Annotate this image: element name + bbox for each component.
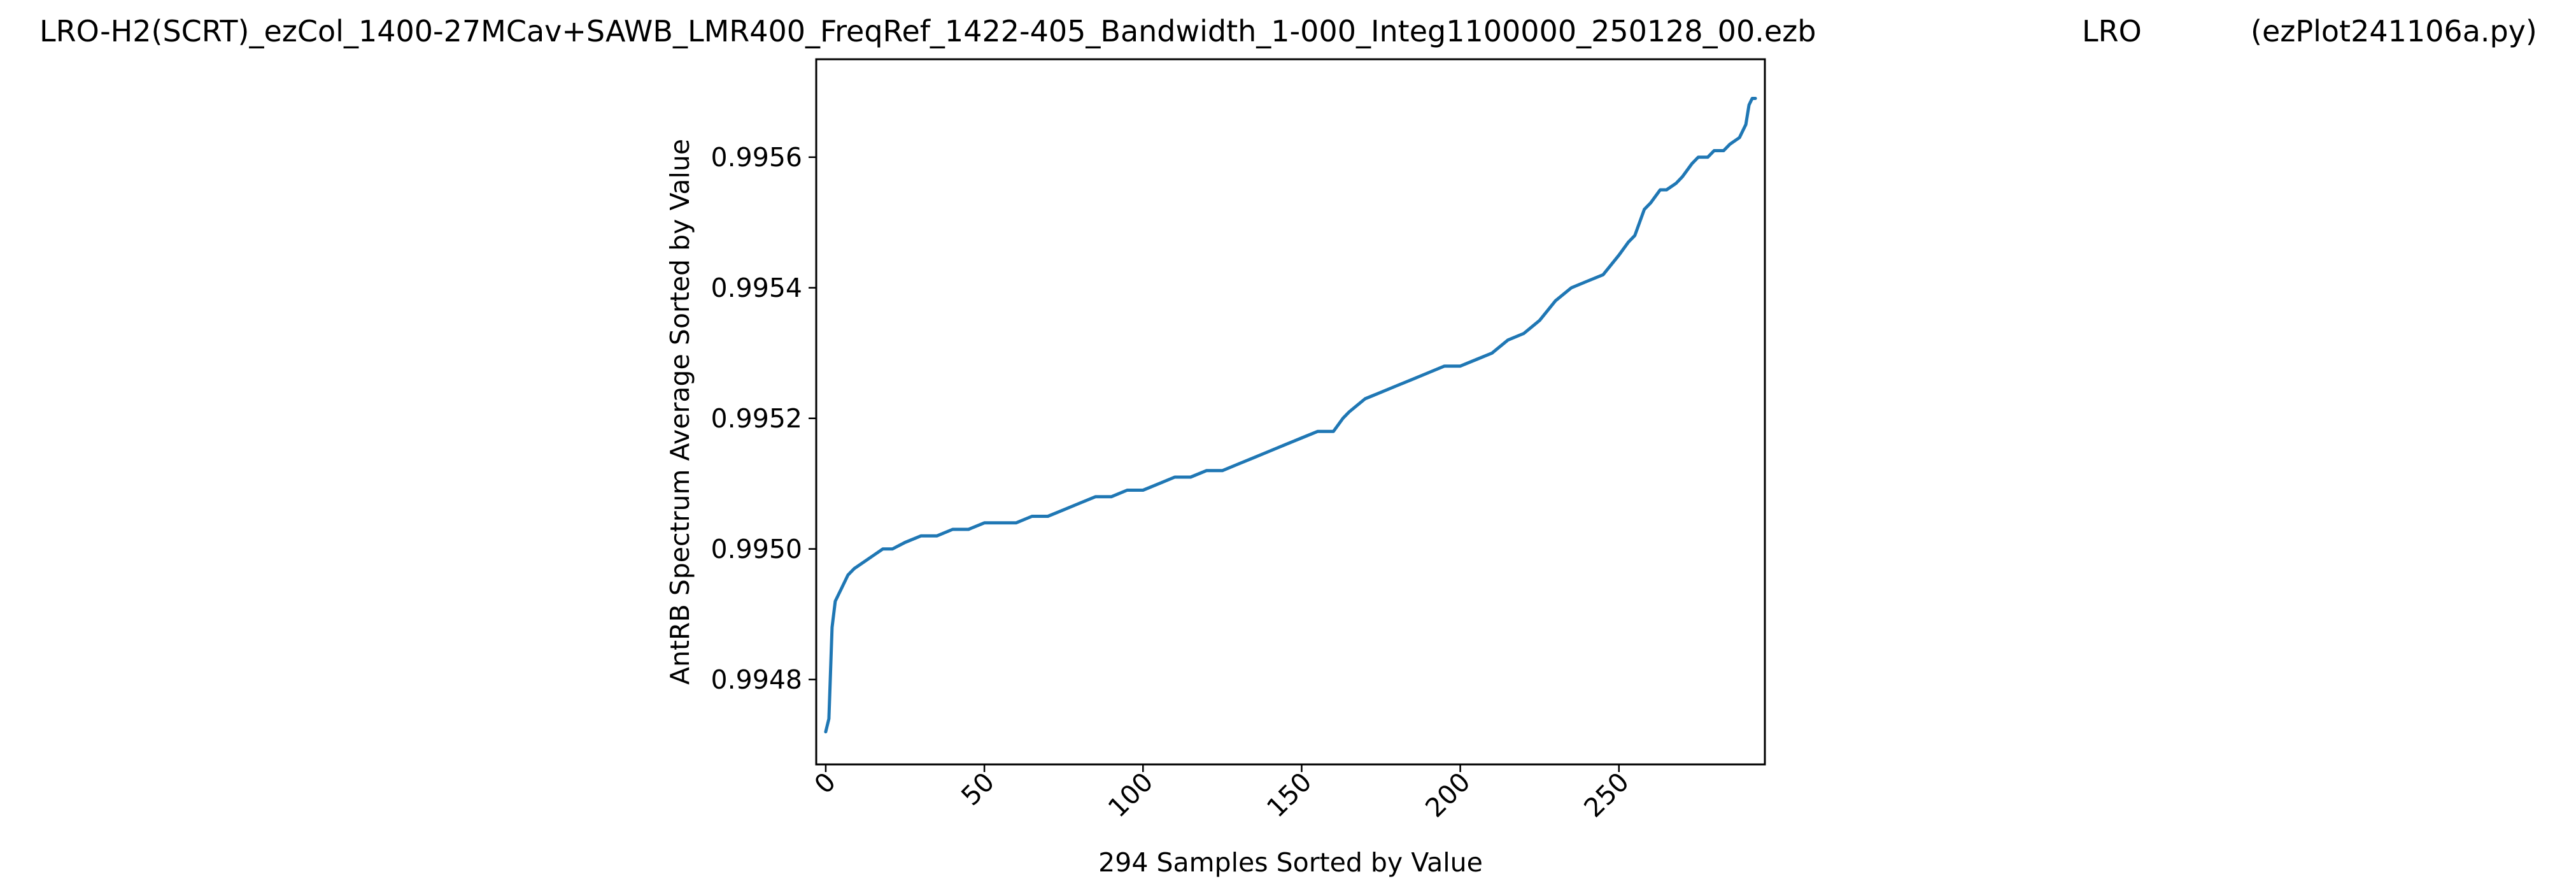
- x-tick-label: 50: [955, 766, 1000, 812]
- x-tick-label: 100: [1102, 766, 1159, 823]
- y-tick-label: 0.9952: [711, 403, 802, 434]
- script-name-title: (ezPlot241106a.py): [2251, 14, 2537, 48]
- y-tick-label: 0.9950: [711, 534, 802, 564]
- x-axis-label: 294 Samples Sorted by Value: [1098, 847, 1483, 878]
- y-tick-label: 0.9948: [711, 664, 802, 695]
- file-name-title: LRO-H2(SCRT)_ezCol_1400-27MCav+SAWB_LMR4…: [39, 14, 1816, 48]
- site-name-title: LRO: [2082, 14, 2142, 48]
- y-tick-label: 0.9954: [711, 273, 802, 303]
- x-tick-label: 0: [809, 766, 842, 799]
- x-tick-label: 250: [1578, 766, 1635, 823]
- plot-area: [815, 58, 1766, 766]
- x-axis: 0 50 100 150 200 250: [809, 764, 1635, 823]
- data-line-series: [824, 97, 1757, 734]
- x-tick-label: 200: [1419, 766, 1476, 823]
- x-tick-label: 150: [1261, 766, 1317, 823]
- figure-title-bar: LRO-H2(SCRT)_ezCol_1400-27MCav+SAWB_LMR4…: [0, 0, 2576, 70]
- plot-frame: [815, 58, 1766, 766]
- y-axis: 0.9948 0.9950 0.9952 0.9954 0.9956: [711, 142, 816, 695]
- y-axis-label: AntRB Spectrum Average Sorted by Value: [665, 139, 695, 685]
- y-tick-label: 0.9956: [711, 142, 802, 173]
